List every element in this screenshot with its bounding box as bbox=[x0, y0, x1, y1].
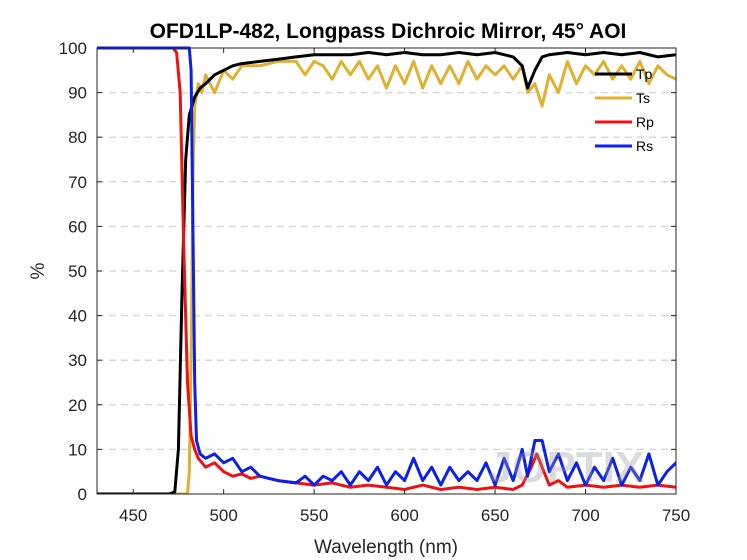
y-tick-label-40: 40 bbox=[68, 307, 87, 326]
y-tick-label-10: 10 bbox=[68, 440, 87, 459]
x-tick-label-750: 750 bbox=[662, 506, 690, 525]
y-tick-label-100: 100 bbox=[59, 39, 87, 58]
y-tick-label-30: 30 bbox=[68, 351, 87, 370]
y-tick-label-80: 80 bbox=[68, 128, 87, 147]
y-axis-label: % bbox=[28, 262, 49, 279]
legend-label-tp: Tp bbox=[636, 66, 653, 82]
x-tick-label-450: 450 bbox=[119, 506, 147, 525]
x-tick-label-500: 500 bbox=[209, 506, 237, 525]
legend-label-rs: Rs bbox=[636, 138, 653, 154]
x-tick-label-700: 700 bbox=[571, 506, 599, 525]
legend-label-ts: Ts bbox=[636, 90, 650, 106]
series-line-rp bbox=[97, 46, 676, 491]
watermark-layer: JOPTIX bbox=[488, 443, 645, 492]
legend-label-rp: Rp bbox=[636, 114, 654, 130]
chart-title: OFD1LP-482, Longpass Dichroic Mirror, 45… bbox=[150, 20, 627, 43]
y-tick-label-0: 0 bbox=[78, 485, 87, 504]
x-tick-label-550: 550 bbox=[300, 506, 328, 525]
x-axis-label: Wavelength (nm) bbox=[314, 537, 458, 558]
y-tick-label-70: 70 bbox=[68, 173, 87, 192]
series-line-ts bbox=[97, 59, 676, 494]
y-tick-label-20: 20 bbox=[68, 396, 87, 415]
y-axis: 0 10 20 30 40 50 60 70 80 90 100 bbox=[59, 39, 676, 504]
y-tick-label-50: 50 bbox=[68, 262, 87, 281]
y-tick-label-60: 60 bbox=[68, 217, 87, 236]
legend: Tp Ts Rp Rs bbox=[595, 66, 654, 154]
watermark-text: JOPTIX bbox=[488, 443, 645, 492]
x-axis: 450 500 550 600 650 700 750 bbox=[119, 48, 690, 525]
x-tick-label-600: 600 bbox=[390, 506, 418, 525]
series-layer bbox=[97, 46, 676, 494]
series-line-rs bbox=[97, 46, 676, 487]
y-tick-label-90: 90 bbox=[68, 84, 87, 103]
x-tick-label-650: 650 bbox=[481, 506, 509, 525]
